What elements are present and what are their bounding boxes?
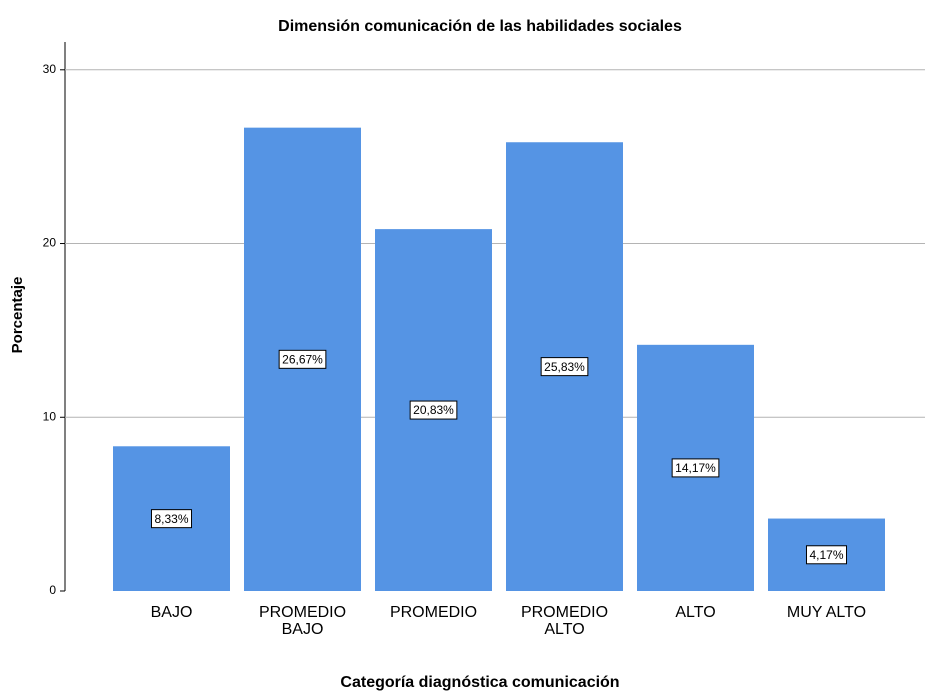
x-tick-label: PROMEDIO BAJO xyxy=(258,604,347,638)
value-label-box xyxy=(278,349,327,369)
y-axis-label: Porcentaje xyxy=(9,277,26,354)
x-axis-label: Categoría diagnóstica comunicación xyxy=(340,674,619,691)
value-label: 4,17% xyxy=(809,548,843,562)
value-label-box xyxy=(409,400,458,420)
y-tick-label: 10 xyxy=(43,409,57,423)
chart-title: Dimensión comunicación de las habilidade… xyxy=(278,18,682,35)
value-label-box xyxy=(150,509,193,529)
y-tick-label: 0 xyxy=(49,583,56,597)
x-tick-label: BAJO xyxy=(150,604,193,621)
y-tick-label: 20 xyxy=(43,236,57,250)
x-tick-label: ALTO xyxy=(675,604,716,621)
x-tick-label: PROMEDIO ALTO xyxy=(520,604,609,638)
value-label: 20,83% xyxy=(413,403,454,417)
x-tick-label: PROMEDIO xyxy=(389,604,478,621)
value-label: 26,67% xyxy=(282,352,323,366)
x-tick-label: MUY ALTO xyxy=(786,604,867,621)
value-label-box xyxy=(671,458,720,478)
value-label-box xyxy=(805,545,848,565)
value-label: 14,17% xyxy=(675,461,716,475)
y-tick-label: 30 xyxy=(43,62,57,76)
value-label: 8,33% xyxy=(154,512,188,526)
value-label-box xyxy=(540,357,589,377)
value-label: 25,83% xyxy=(544,360,585,374)
